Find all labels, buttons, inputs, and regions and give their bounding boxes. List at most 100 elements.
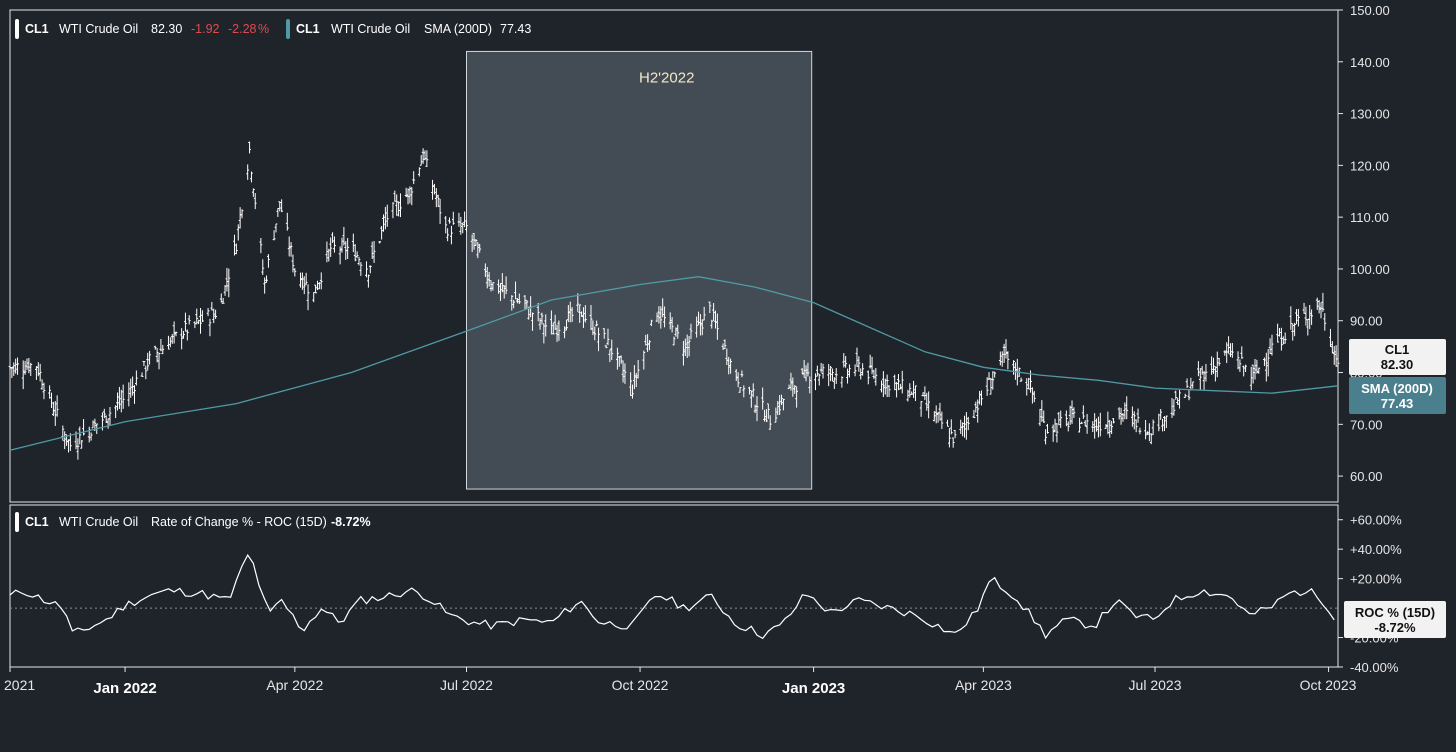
ohlc-bar xyxy=(1159,409,1163,420)
ohlc-bar xyxy=(280,199,284,213)
ohlc-bar xyxy=(333,236,336,253)
ohlc-bar xyxy=(399,193,402,218)
ohlc-bar xyxy=(961,422,965,437)
x-tick: 2021 xyxy=(4,667,35,693)
ohlc-bar xyxy=(636,359,640,379)
ohlc-bar xyxy=(489,280,493,292)
ohlc-bar xyxy=(1000,351,1004,367)
svg-text:2021: 2021 xyxy=(4,677,35,693)
ohlc-bar xyxy=(116,392,119,411)
price-y-tick: 100.00 xyxy=(1338,262,1390,277)
ohlc-bar xyxy=(1072,407,1076,418)
svg-text:Jul 2022: Jul 2022 xyxy=(440,677,493,693)
ohlc-bar xyxy=(632,365,636,390)
ohlc-bar xyxy=(1295,309,1298,325)
legend-symbol: CL1 xyxy=(25,22,49,36)
ohlc-bar xyxy=(474,239,478,246)
ohlc-bar xyxy=(1002,343,1006,363)
ohlc-bar xyxy=(1293,322,1297,337)
ohlc-bar xyxy=(187,315,191,325)
ohlc-bar xyxy=(465,220,468,232)
ohlc-bar xyxy=(776,400,780,416)
ohlc-bar xyxy=(133,385,136,404)
ohlc-bar xyxy=(699,313,702,336)
ohlc-bar xyxy=(1321,292,1325,312)
x-tick: Apr 2022 xyxy=(266,667,323,693)
ohlc-bar xyxy=(276,207,280,217)
ohlc-bar xyxy=(763,409,766,422)
ohlc-bar xyxy=(240,209,244,219)
ohlc-bar xyxy=(576,293,580,312)
ohlc-bar xyxy=(168,337,172,348)
ohlc-bar xyxy=(734,369,738,381)
ohlc-bar xyxy=(1012,360,1015,375)
ohlc-bar xyxy=(368,265,372,274)
ohlc-bar xyxy=(516,298,519,304)
ohlc-bar xyxy=(1332,346,1336,365)
ohlc-bar xyxy=(531,312,534,331)
ohlc-bar xyxy=(670,317,674,333)
ohlc-bar xyxy=(10,367,14,379)
legend-last: 82.30 xyxy=(151,22,182,36)
ohlc-bar xyxy=(740,370,744,378)
ohlc-bar xyxy=(1006,351,1010,370)
ohlc-bar xyxy=(302,276,306,295)
ohlc-bar xyxy=(1161,418,1164,432)
sma-200d-line xyxy=(9,276,1339,451)
price-y-tick: 130.00 xyxy=(1338,107,1390,122)
ohlc-bar xyxy=(195,308,199,325)
ohlc-bar xyxy=(582,307,585,328)
ohlc-bar xyxy=(476,242,480,259)
ohlc-bar xyxy=(436,194,440,208)
ohlc-bar xyxy=(631,384,634,399)
ohlc-bar xyxy=(102,408,106,419)
ohlc-bar xyxy=(12,362,16,376)
ohlc-bar xyxy=(406,188,410,205)
ohlc-bar xyxy=(359,262,363,276)
ohlc-bar xyxy=(1147,423,1151,442)
legend-change: -1.92 xyxy=(191,22,220,36)
ohlc-bar xyxy=(549,310,553,335)
ohlc-bar xyxy=(1223,350,1227,356)
ohlc-bar xyxy=(1038,408,1042,426)
roc-legend-name: WTI Crude Oil xyxy=(59,515,138,529)
ohlc-bar xyxy=(883,378,887,395)
ohlc-bar xyxy=(578,304,582,323)
svg-text:+40.00%: +40.00% xyxy=(1350,542,1402,557)
ohlc-bar xyxy=(1146,431,1149,435)
ohlc-bar xyxy=(946,419,949,427)
ohlc-bar xyxy=(1070,400,1074,424)
ohlc-bar xyxy=(989,377,993,395)
ohlc-bar xyxy=(1310,309,1313,325)
ohlc-bar xyxy=(1198,368,1202,390)
ohlc-bar xyxy=(487,271,491,287)
roc-y-tick: +20.00% xyxy=(1338,572,1402,587)
ohlc-bar xyxy=(91,420,95,429)
ohlc-bar xyxy=(21,360,25,390)
ohlc-bar xyxy=(393,190,397,202)
ohlc-bar xyxy=(161,344,165,355)
ohlc-bar xyxy=(1210,356,1214,375)
ohlc-bar xyxy=(114,405,118,419)
ohlc-bar xyxy=(316,280,319,291)
ohlc-bar xyxy=(35,366,38,380)
price-tag-symbol: CL1 xyxy=(1385,342,1410,357)
ohlc-bar xyxy=(806,362,810,377)
ohlc-bar xyxy=(423,150,427,161)
ohlc-bar xyxy=(1283,332,1287,344)
ohlc-bar xyxy=(287,236,291,257)
ohlc-bar xyxy=(1059,410,1063,428)
ohlc-bar xyxy=(765,409,768,423)
ohlc-bar xyxy=(887,384,891,397)
ohlc-bar xyxy=(1197,361,1200,377)
ohlc-bar xyxy=(1112,418,1115,424)
ohlc-bar xyxy=(616,347,619,370)
ohlc-bar xyxy=(1025,378,1029,396)
ohlc-bar xyxy=(893,374,897,391)
ohlc-bar xyxy=(938,402,942,421)
ohlc-bar xyxy=(1080,421,1083,425)
ohlc-bar xyxy=(472,232,476,250)
ohlc-bar xyxy=(67,439,70,453)
ohlc-bar xyxy=(774,407,778,423)
ohlc-bar xyxy=(1178,390,1181,409)
